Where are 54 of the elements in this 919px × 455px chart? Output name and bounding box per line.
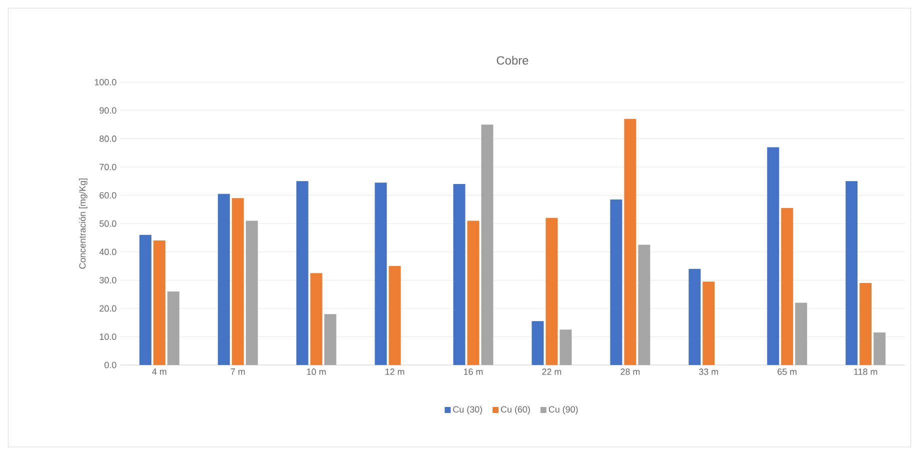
bar [139,234,152,365]
y-tick-label: 70.0 [100,164,116,170]
bar [638,244,650,365]
y-tick-label: 0.0 [104,362,116,368]
bar [481,124,494,365]
bar [324,314,336,365]
y-tick-label: 10.0 [100,333,116,340]
bar [532,321,544,365]
bar [767,147,780,365]
bar [688,268,701,365]
x-tick-label: 118 m [854,368,878,375]
bar [167,291,180,365]
y-tick-label: 100.0 [94,78,116,86]
legend-label: Cu (60) [501,406,530,414]
chart-title: Cobre [496,56,528,65]
bar [310,273,322,365]
bar [388,266,401,365]
bar [232,198,244,365]
x-tick-label: 22 m [542,368,562,375]
bar [246,220,258,365]
y-tick-label: 40.0 [99,248,116,255]
legend-label: Cu (30) [453,406,482,414]
bar [846,181,858,365]
bar [560,330,572,365]
y-tick-label: 90.0 [100,107,116,114]
bar [374,182,387,365]
y-tick-label: 30.0 [100,276,116,284]
y-tick-label: 20.0 [100,305,116,312]
bar [546,218,558,365]
x-tick-label: 65 m [778,368,796,375]
bar [702,281,715,365]
bar [781,208,794,365]
y-tick-label: 80.0 [100,135,116,142]
bar [296,181,308,365]
x-tick-label: 16 m [464,368,483,375]
x-tick-label: 7 m [230,368,245,375]
bar [624,118,636,365]
x-tick-label: 33 m [699,368,718,375]
legend-label: Cu (90) [548,406,578,414]
x-tick-label: 10 m [307,368,326,375]
x-tick-label: 28 m [620,368,640,375]
y-axis-title: Concentración [mg/Kg] [78,178,88,269]
bar [153,240,166,365]
x-tick-label: 4 m [152,368,166,375]
x-tick-label: 12 m [386,368,404,375]
bar [218,194,230,365]
bar [467,220,480,365]
bar [874,332,886,365]
bar [795,302,808,365]
bar [453,184,466,365]
y-tick-label: 50.0 [100,220,116,227]
bar [610,199,622,365]
bar [860,282,872,365]
y-tick-label: 60.0 [100,192,116,198]
